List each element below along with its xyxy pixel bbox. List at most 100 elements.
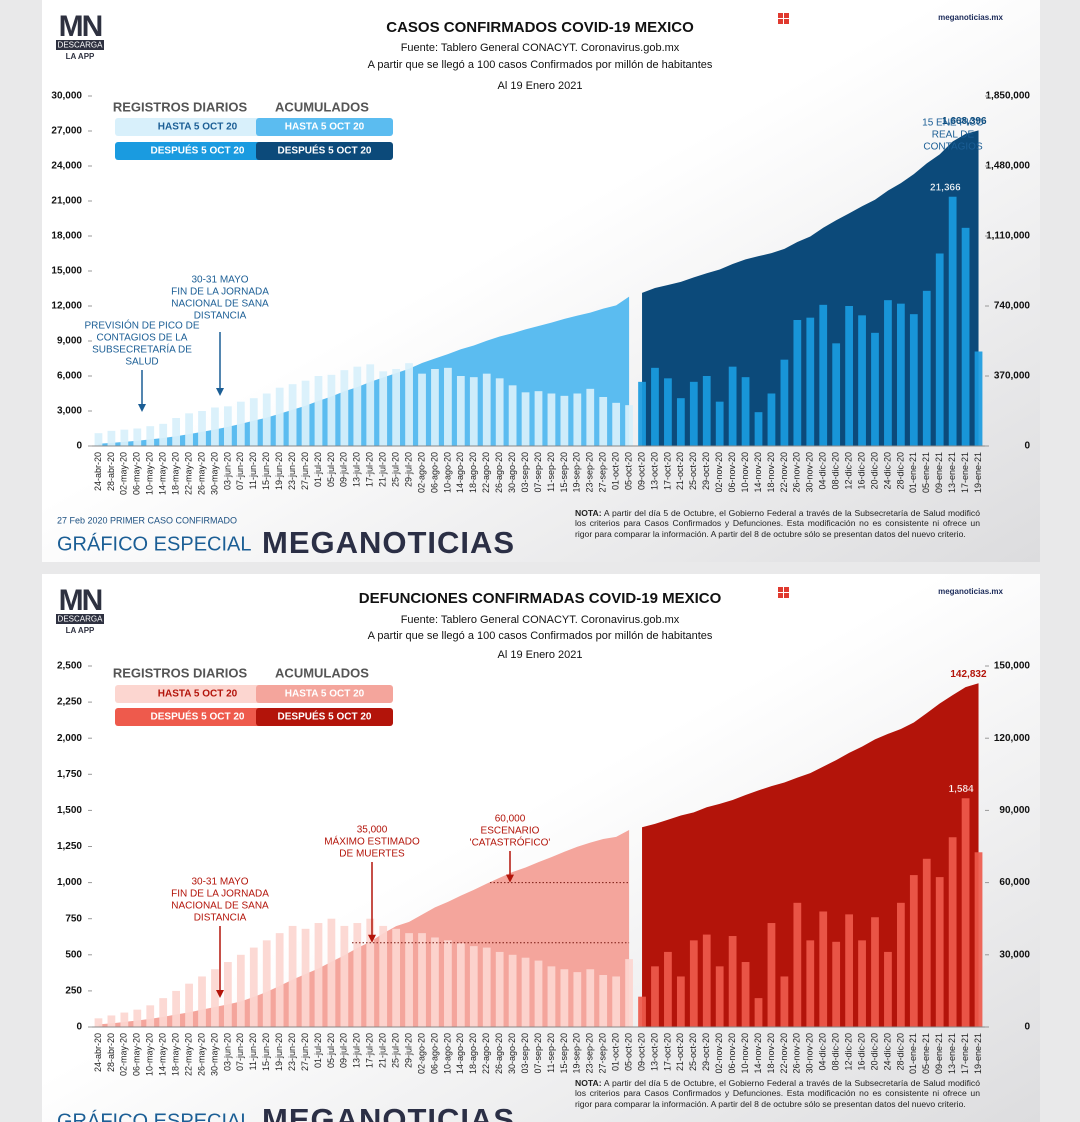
legend-swatch bbox=[256, 142, 393, 160]
daily-bar bbox=[314, 923, 323, 1027]
x-tick-label: 17-jul-20 bbox=[365, 1033, 375, 1068]
icon bbox=[778, 19, 783, 24]
x-tick-label: 26-nov-20 bbox=[792, 1033, 802, 1074]
daily-bar bbox=[133, 1009, 142, 1027]
legend-group: ACUMULADOS bbox=[275, 665, 369, 680]
x-tick-label: 22-nov-20 bbox=[779, 452, 789, 493]
daily-bar bbox=[676, 976, 685, 1027]
daily-bar bbox=[974, 351, 983, 446]
annotation: DE MUERTES bbox=[339, 849, 405, 860]
daily-bar bbox=[107, 430, 116, 446]
legend-swatch bbox=[256, 685, 393, 703]
legend-swatch bbox=[115, 142, 280, 160]
y-tick-label: 27,000 bbox=[51, 126, 82, 137]
daily-bar bbox=[676, 398, 685, 446]
y2-tick-label: 0 bbox=[1024, 441, 1030, 452]
x-tick-label: 06-may-20 bbox=[132, 452, 142, 495]
daily-bar bbox=[715, 401, 724, 446]
x-tick-label: 05-oct-20 bbox=[623, 452, 633, 490]
daily-bar bbox=[780, 359, 789, 446]
x-tick-label: 14-ago-20 bbox=[455, 452, 465, 493]
special: GRÁFICO ESPECIAL bbox=[57, 532, 252, 555]
x-tick-label: 16-dic-20 bbox=[856, 452, 866, 490]
x-tick-label: 21-oct-20 bbox=[675, 452, 685, 490]
arrowhead bbox=[368, 934, 376, 943]
x-tick-label: 13-ene-21 bbox=[947, 1033, 957, 1074]
x-tick-label: 05-ene-21 bbox=[921, 452, 931, 493]
x-tick-label: 09-jul-20 bbox=[339, 452, 349, 487]
daily-bar bbox=[534, 391, 543, 446]
subtitle: Al 19 Enero 2021 bbox=[497, 649, 582, 661]
x-tick-label: 06-nov-20 bbox=[727, 1033, 737, 1074]
annotation: PREVISIÓN DE PICO DE bbox=[84, 319, 199, 332]
site: meganoticias.mx bbox=[938, 13, 1003, 22]
daily-bar bbox=[456, 943, 465, 1027]
daily-bar bbox=[586, 388, 595, 446]
x-tick-label: 28-dic-20 bbox=[895, 452, 905, 490]
daily-bar bbox=[560, 395, 569, 446]
daily-bar bbox=[469, 377, 478, 446]
icon bbox=[784, 587, 789, 592]
annotation: REAL DE bbox=[932, 130, 975, 141]
annotation: FIN DE LA JORNADA bbox=[171, 889, 269, 900]
daily-bar bbox=[431, 937, 439, 1027]
x-tick-label: 07-sep-20 bbox=[533, 452, 543, 493]
x-tick-label: 22-ago-20 bbox=[481, 452, 491, 493]
daily-bar bbox=[715, 966, 724, 1027]
daily-bar bbox=[909, 875, 918, 1027]
note-box: NOTA: A partir del día 5 de Octubre, el … bbox=[575, 508, 980, 539]
x-tick-label: 13-ene-21 bbox=[947, 452, 957, 493]
x-tick-label: 19-jun-20 bbox=[274, 1033, 284, 1071]
x-tick-label: 01-jul-20 bbox=[313, 452, 323, 487]
x-tick-label: 14-may-20 bbox=[158, 1033, 168, 1076]
x-tick-label: 01-oct-20 bbox=[611, 452, 621, 490]
value-label: 142,832 bbox=[950, 669, 987, 680]
y-tick-label: 1,250 bbox=[57, 841, 82, 852]
daily-bar bbox=[948, 837, 957, 1027]
legend-label: HASTA 5 OCT 20 bbox=[285, 122, 365, 133]
x-tick-label: 22-may-20 bbox=[183, 452, 193, 495]
x-tick-label: 04-dic-20 bbox=[818, 452, 828, 490]
daily-bar bbox=[884, 300, 892, 446]
daily-bar bbox=[754, 998, 763, 1027]
daily-bar bbox=[896, 902, 905, 1027]
y-tick-label: 12,000 bbox=[51, 301, 82, 312]
first-case: 27 Feb 2020 PRIMER CASO CONFIRMADO bbox=[57, 515, 237, 525]
daily-bar bbox=[366, 364, 375, 446]
x-tick-label: 02-ago-20 bbox=[416, 452, 426, 493]
daily-bar bbox=[405, 933, 413, 1027]
subtitle: A partir que se llegó a 100 casos Confir… bbox=[368, 59, 713, 71]
legend-label: DESPUÉS 5 OCT 20 bbox=[151, 144, 245, 157]
daily-bar bbox=[94, 1018, 103, 1027]
logo-badge bbox=[56, 40, 104, 50]
x-tick-label: 27-jun-20 bbox=[300, 452, 310, 490]
daily-bar bbox=[482, 373, 491, 446]
legend-label: HASTA 5 OCT 20 bbox=[285, 689, 365, 700]
x-tick-label: 10-nov-20 bbox=[740, 1033, 750, 1074]
annotation: 'CATASTRÓFICO' bbox=[470, 836, 551, 849]
y2-tick-label: 370,000 bbox=[994, 371, 1031, 382]
annotation: CONTAGIOS bbox=[923, 142, 983, 153]
y-tick-label: 30,000 bbox=[51, 91, 82, 102]
daily-bar bbox=[948, 196, 957, 446]
daily-bar bbox=[224, 962, 232, 1027]
x-tick-label: 09-ene-21 bbox=[934, 452, 944, 493]
annotation: 30-31 MAYO bbox=[191, 877, 248, 888]
daily-bar bbox=[961, 227, 970, 446]
daily-bar bbox=[418, 373, 426, 446]
y-tick-label: 15,000 bbox=[51, 266, 82, 277]
x-tick-label: 07-jun-20 bbox=[235, 452, 245, 490]
x-tick-label: 15-sep-20 bbox=[559, 1033, 569, 1074]
x-tick-label: 14-may-20 bbox=[158, 452, 168, 495]
x-tick-label: 18-ago-20 bbox=[468, 1033, 478, 1074]
subtitle: A partir que se llegó a 100 casos Confir… bbox=[368, 630, 713, 642]
x-tick-label: 12-dic-20 bbox=[843, 452, 853, 490]
x-tick-label: 19-ene-21 bbox=[973, 1033, 983, 1074]
daily-bar bbox=[236, 954, 245, 1027]
daily-bar bbox=[664, 951, 672, 1027]
daily-bar bbox=[340, 370, 349, 446]
y-tick-label: 2,500 bbox=[57, 661, 82, 672]
daily-bar bbox=[922, 290, 931, 446]
daily-bar bbox=[922, 858, 931, 1027]
